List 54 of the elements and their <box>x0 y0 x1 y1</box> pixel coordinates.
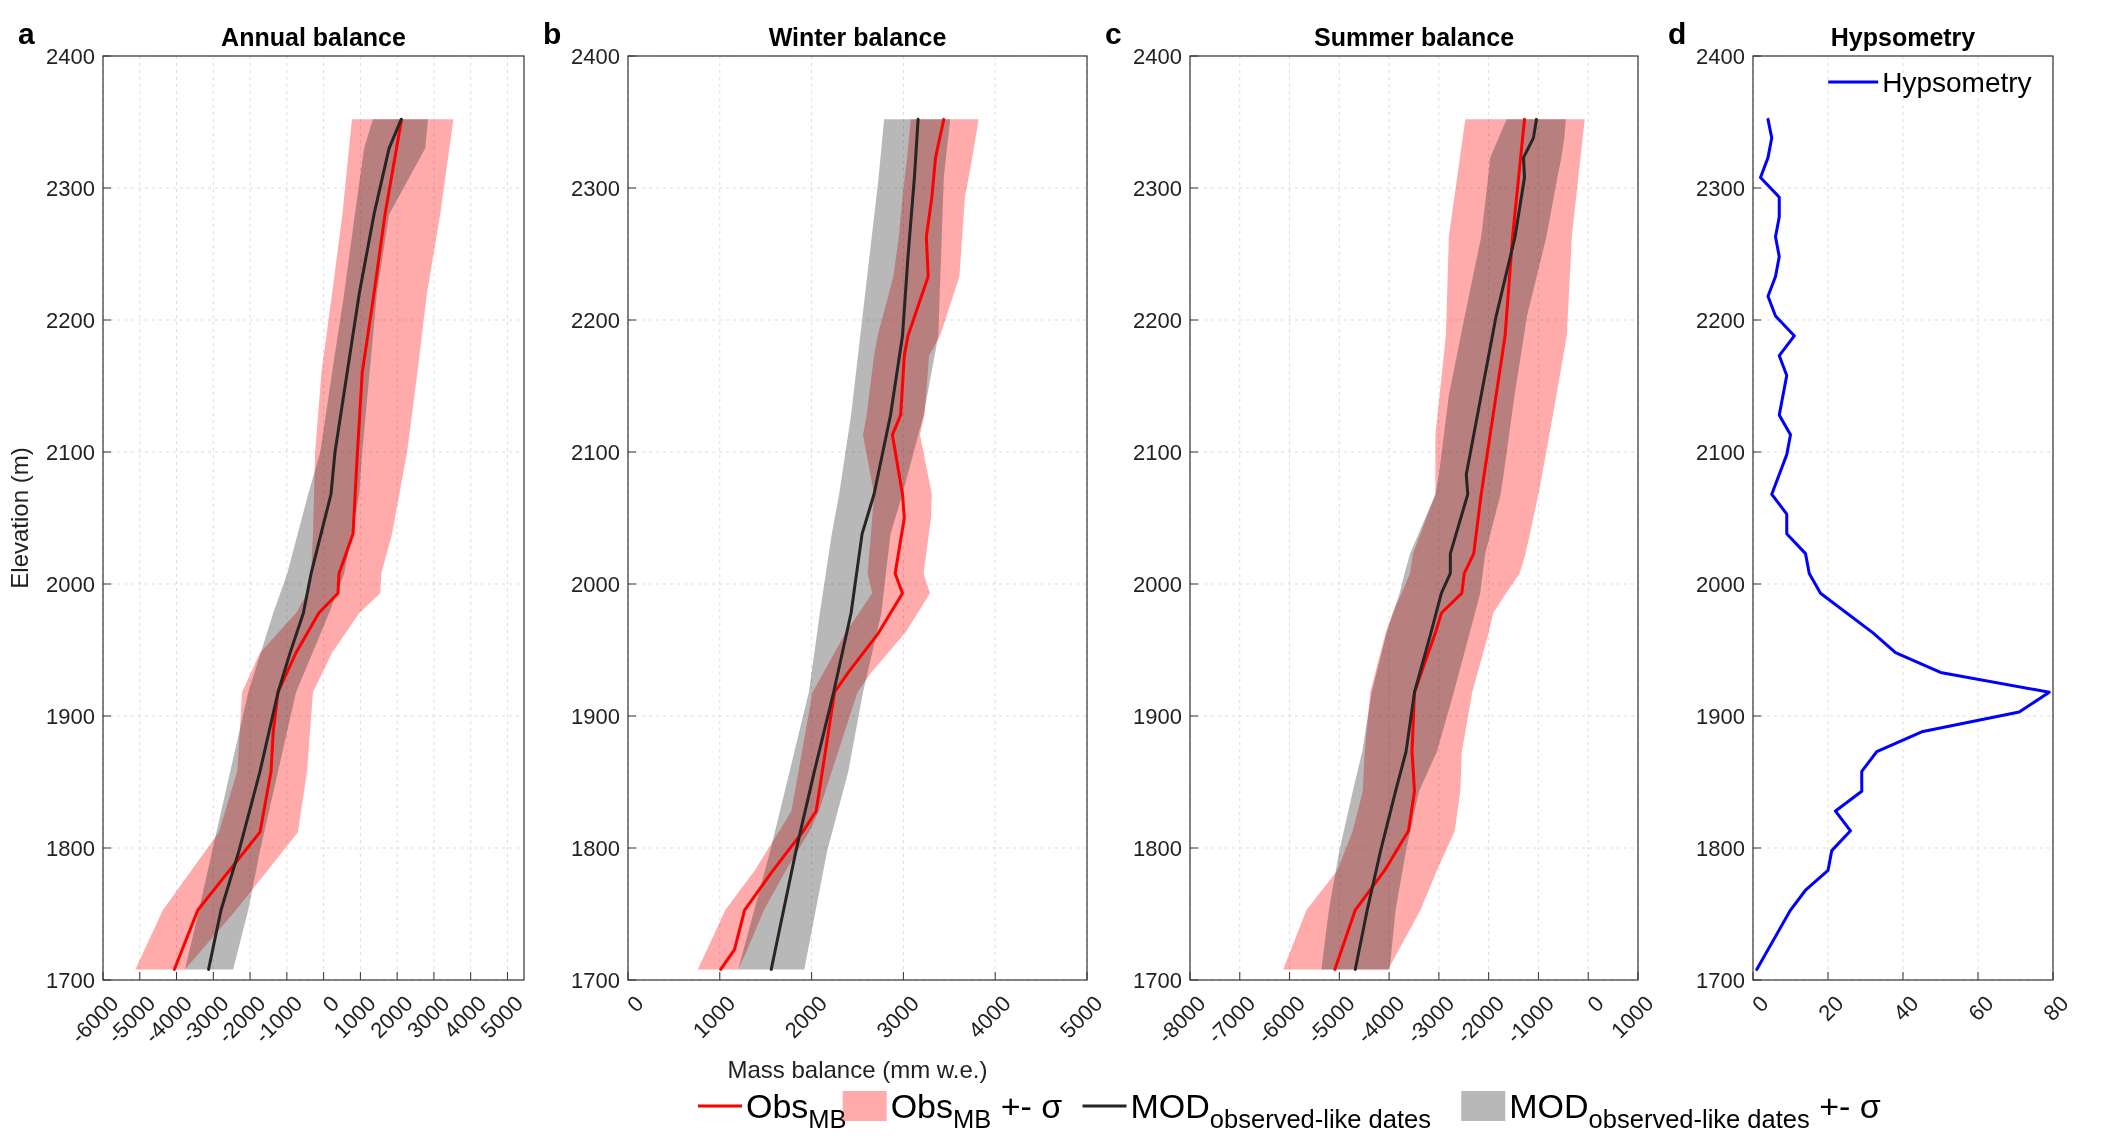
chart-title: Winter balance <box>768 23 947 51</box>
text: Obs$_{MB}$ +- σ <box>890 1087 1063 1134</box>
y-tick-label: 1700 <box>571 967 620 993</box>
y-tick-label: 2300 <box>46 175 95 201</box>
y-tick-label: 1900 <box>571 703 620 729</box>
legend-label: Obs$_{MB}$ <box>746 1087 847 1134</box>
y-tick-label: 2000 <box>571 571 620 597</box>
y-tick-label: 2200 <box>571 307 620 333</box>
x-tick-label: 80 <box>2038 990 2074 1026</box>
y-tick-label: 1700 <box>1696 967 1745 993</box>
y-tick-label: 2100 <box>1696 439 1745 465</box>
y-tick-label: 1900 <box>1696 703 1745 729</box>
y-tick-label: 2200 <box>46 307 95 333</box>
x-tick-label: 0 <box>1582 990 1609 1018</box>
x-tick-label: 0 <box>622 990 649 1018</box>
x-axis-title: Mass balance (mm w.e.) <box>727 1056 988 1083</box>
text: c <box>1105 17 1122 50</box>
chart-title: Hypsometry <box>1830 23 1976 51</box>
legend-label: Hypsometry <box>1882 67 2032 98</box>
y-tick-label: 2100 <box>46 439 95 465</box>
y-tick-label: 2300 <box>571 175 620 201</box>
y-tick-label: 1700 <box>46 967 95 993</box>
y-tick-label: 2000 <box>46 571 95 597</box>
y-tick-label: 1900 <box>46 703 95 729</box>
legend-label: MOD$_{observed-like dates}$ <box>1130 1087 1431 1134</box>
y-tick-label: 1800 <box>571 835 620 861</box>
y-tick-label: 1800 <box>1696 835 1745 861</box>
y-tick-label: 2400 <box>46 43 95 69</box>
y-tick-label: 2200 <box>1133 307 1182 333</box>
x-tick-label: 40 <box>1888 990 1924 1026</box>
y-tick-label: 1800 <box>1133 835 1182 861</box>
text: b <box>543 17 562 50</box>
y-tick-label: 2000 <box>1133 571 1182 597</box>
x-tick-label: 60 <box>1963 990 1999 1026</box>
x-tick-label: 0 <box>1747 990 1774 1018</box>
y-tick-label: 1900 <box>1133 703 1182 729</box>
y-tick-label: 2200 <box>1696 307 1745 333</box>
text: d <box>1668 17 1687 50</box>
text: a <box>18 17 35 50</box>
y-tick-label: 2400 <box>1696 43 1745 69</box>
y-tick-label: 2300 <box>1696 175 1745 201</box>
y-tick-label: 1700 <box>1133 967 1182 993</box>
y-tick-label: 1800 <box>46 835 95 861</box>
y-tick-label: 2400 <box>1133 43 1182 69</box>
y-tick-label: 2000 <box>1696 571 1745 597</box>
y-axis-title: Elevation (m) <box>6 447 33 589</box>
chart-title: Summer balance <box>1313 23 1515 51</box>
chart-title: Annual balance <box>221 23 406 51</box>
y-tick-label: 2300 <box>1133 175 1182 201</box>
x-tick-label: 20 <box>1813 990 1849 1026</box>
y-tick-label: 2100 <box>1133 439 1182 465</box>
y-tick-label: 2400 <box>571 43 620 69</box>
y-tick-label: 2100 <box>571 439 620 465</box>
text: MOD$_{observed-like dates}$ +- σ <box>1509 1087 1881 1134</box>
